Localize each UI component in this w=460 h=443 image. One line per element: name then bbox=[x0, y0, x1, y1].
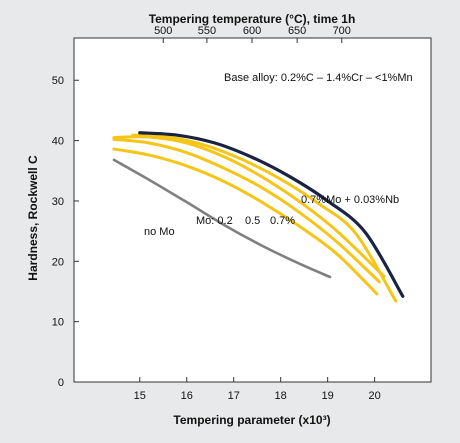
series-label-nb: 0.7%Mo + 0.03%Nb bbox=[301, 194, 399, 206]
x-axis-title: Tempering parameter (x10³) bbox=[173, 413, 330, 427]
plot-frame bbox=[73, 37, 432, 383]
top-tick-label: 700 bbox=[333, 25, 351, 37]
x-tick-label: 16 bbox=[181, 390, 193, 402]
series-mo-0-7b-line bbox=[131, 133, 398, 303]
y-tick-label: 40 bbox=[52, 136, 64, 148]
y-tick-label: 30 bbox=[52, 196, 64, 208]
series-no-mo-line bbox=[112, 158, 332, 279]
y-tick-label: 20 bbox=[52, 256, 64, 268]
x-tick-label: 17 bbox=[228, 390, 240, 402]
top-axis-title: Tempering temperature (°C), time 1h bbox=[149, 12, 356, 26]
mo-value-0-5: 0.5 bbox=[245, 215, 260, 227]
x-tick-label: 15 bbox=[134, 390, 146, 402]
series-mo-nb-line bbox=[138, 131, 405, 298]
top-tick-label: 550 bbox=[198, 25, 216, 37]
y-tick-label: 0 bbox=[58, 377, 64, 389]
series-layer bbox=[112, 131, 405, 303]
top-tick-label: 600 bbox=[243, 25, 261, 37]
mo-label: Mo: 0.2 bbox=[196, 215, 233, 227]
y-tick-label: 50 bbox=[52, 75, 64, 87]
y-axis-title: Hardness, Rockwell C bbox=[26, 155, 40, 281]
series-mo-0-5-line bbox=[112, 137, 381, 284]
series-mo-0-2-line bbox=[112, 147, 379, 296]
top-tick-label: 500 bbox=[154, 25, 172, 37]
plot-area bbox=[73, 37, 432, 383]
x-tick-label: 18 bbox=[275, 390, 287, 402]
x-tick-label: 20 bbox=[369, 390, 381, 402]
y-tick-label: 10 bbox=[52, 317, 64, 329]
tick-layer: 15 16 17 18 19 20 0 10 20 30 40 50 500 550 600 650 700 bbox=[52, 25, 381, 402]
series-label-no-mo: no Mo bbox=[144, 226, 175, 238]
top-tick-label: 650 bbox=[288, 25, 306, 37]
series-mo-0-7-line bbox=[112, 135, 386, 278]
x-tick-label: 19 bbox=[322, 390, 334, 402]
base-alloy-annotation: Base alloy: 0.2%C – 1.4%Cr – <1%Mn bbox=[224, 72, 413, 84]
mo-value-0-7: 0.7% bbox=[270, 215, 295, 227]
